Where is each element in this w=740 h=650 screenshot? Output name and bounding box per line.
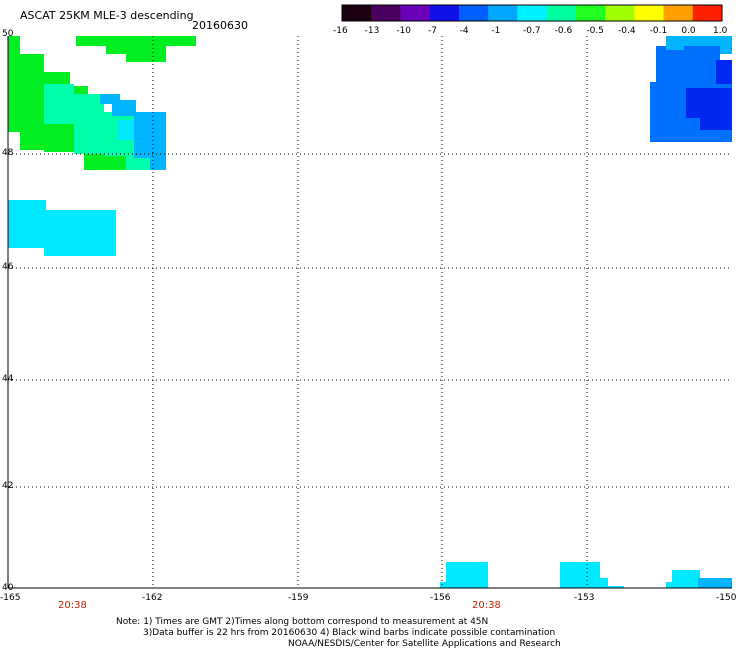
wind-cell (446, 562, 488, 588)
colorbar-label: -0.1 (649, 26, 668, 36)
lat-label-48: 48 (2, 148, 14, 158)
colorbar-segment (575, 5, 606, 21)
colorbar-segment (692, 5, 723, 21)
wind-cell (672, 570, 700, 588)
time-label-right: 20:38 (472, 600, 501, 611)
colorbar-border (341, 4, 723, 22)
wind-cell (700, 110, 732, 130)
wind-cell (84, 152, 126, 170)
note-line-2: 3)Data buffer is 22 hrs from 20160630 4)… (143, 628, 556, 638)
lat-label-50: 50 (2, 29, 14, 39)
colorbar-label: -13 (364, 26, 380, 36)
wind-cell (74, 94, 104, 154)
wind-cell (560, 562, 600, 588)
wind-cell (106, 46, 166, 54)
colorbar-label: -0.6 (554, 26, 573, 36)
colorbar-segment (517, 5, 548, 21)
colorbar-label: -0.7 (523, 26, 541, 36)
wind-cell (134, 112, 152, 158)
wind-cell (100, 94, 120, 104)
colorbar-segment (634, 5, 665, 21)
colorbar-label: -4 (459, 26, 469, 36)
wind-cell (666, 36, 684, 50)
lat-label-44: 44 (2, 374, 14, 384)
time-label-left: 20:38 (58, 600, 87, 611)
map-date: 20160630 (192, 19, 248, 32)
wind-cell (598, 578, 608, 588)
colorbar-segment (429, 5, 460, 21)
lat-label-40: 40 (2, 583, 14, 593)
wind-cell (118, 120, 134, 140)
colorbar-label: -16 (333, 26, 348, 36)
wind-cell (716, 60, 732, 84)
lon-label-162: -162 (142, 593, 163, 603)
lon-label-159: -159 (288, 593, 309, 603)
colorbar-label: -0.4 (618, 26, 636, 36)
colorbar-label: -10 (396, 26, 412, 36)
wind-cell (150, 112, 166, 170)
wind-cell (8, 200, 46, 248)
wind-cell (656, 46, 720, 84)
lon-label-165: -165 (0, 593, 21, 603)
map-frame (7, 36, 732, 589)
lon-label-153: -153 (574, 593, 595, 603)
colorbar-label: -7 (428, 26, 437, 36)
colorbar-segment (663, 5, 694, 21)
colorbar-segment (400, 5, 431, 21)
wind-swath-layer (8, 36, 732, 588)
wind-cell (112, 100, 136, 116)
colorbar-segment (342, 5, 372, 21)
lat-label-46: 46 (2, 262, 14, 272)
wind-cell (44, 210, 116, 256)
colorbar-segment (371, 5, 401, 21)
note-line-3: NOAA/NESDIS/Center for Satellite Applica… (288, 639, 561, 649)
wind-cell (76, 36, 196, 46)
wind-cell (126, 54, 166, 62)
wind-cell (20, 54, 44, 150)
lon-label-150: -150 (716, 593, 737, 603)
colorbar-segment (488, 5, 518, 21)
wind-cell (8, 36, 20, 132)
map-title: ASCAT 25KM MLE-3 descending (20, 9, 194, 22)
note-line-1: Note: 1) Times are GMT 2)Times along bot… (116, 617, 489, 627)
colorbar-label: -0.5 (586, 26, 604, 36)
lat-label-42: 42 (2, 481, 14, 491)
wind-cell (698, 578, 732, 588)
wind-cell (44, 84, 74, 124)
lat-lon-grid (8, 36, 732, 588)
colorbar-label: 0.0 (681, 26, 696, 36)
wind-cell (666, 582, 676, 588)
wind-cell (606, 586, 624, 588)
colorbar-label: 1.0 (713, 26, 728, 36)
colorbar-segment (605, 5, 635, 21)
colorbar-label: -1 (491, 26, 501, 36)
colorbar-segment (458, 5, 489, 21)
lon-label-156: -156 (430, 593, 451, 603)
colorbar (341, 4, 723, 22)
colorbar-segment (546, 5, 577, 21)
wind-cell (440, 582, 448, 588)
